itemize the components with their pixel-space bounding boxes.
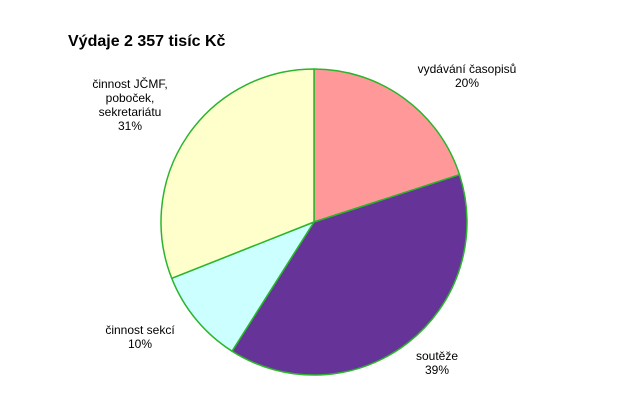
pie-slice-2: [231, 173, 468, 376]
slice-percent-label: 31%: [118, 119, 142, 133]
slice-percent-label: 20%: [455, 76, 479, 90]
pie-slice-4: [160, 68, 315, 280]
chart-title: Výdaje 2 357 tisíc Kč: [68, 33, 226, 50]
slice-label-text: vydávání časopisů: [418, 62, 517, 76]
slice-label-text: činnost JČMF,: [92, 76, 167, 91]
slice-percent-label: 10%: [128, 337, 152, 351]
slice-label-text: činnost sekcí: [105, 323, 175, 337]
slice-percent-label: 39%: [425, 363, 449, 377]
pie-slices: [160, 68, 468, 376]
slice-label-text: sekretariátu: [99, 105, 162, 119]
slice-label-text: soutěže: [416, 349, 458, 363]
pie-slice-3: [170, 221, 315, 352]
slice-label-text: poboček,: [106, 91, 155, 105]
pie-slice-1: [313, 68, 461, 223]
